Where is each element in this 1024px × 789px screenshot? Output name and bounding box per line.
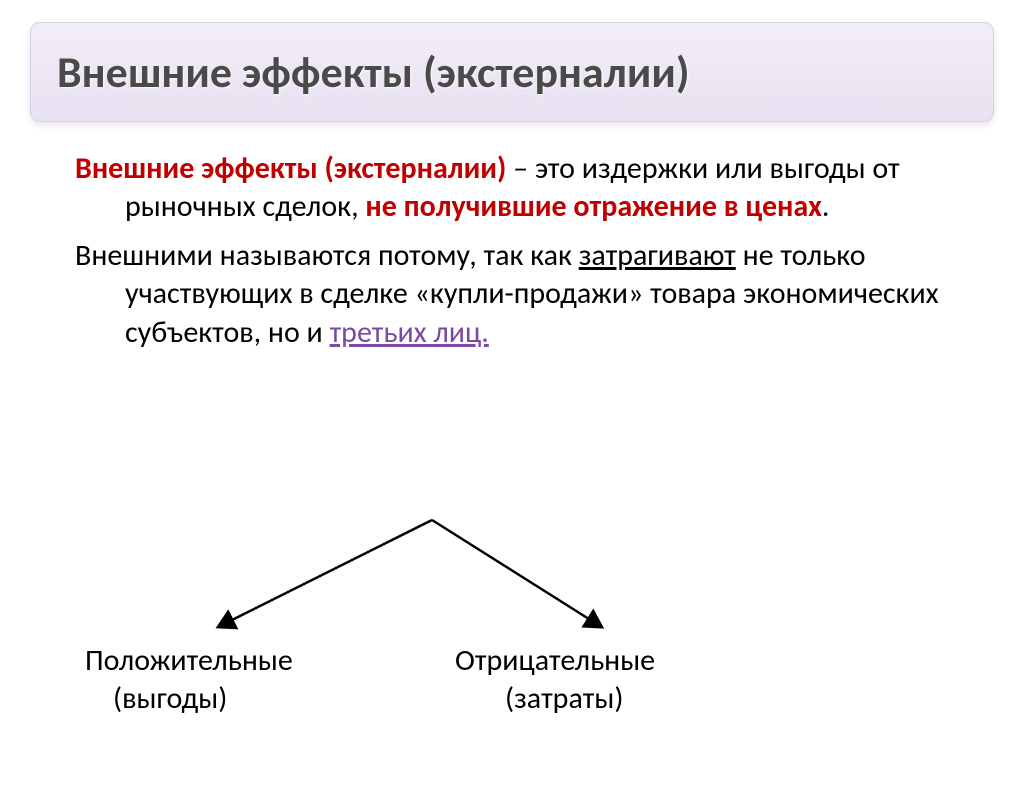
branch-arrows — [0, 512, 1024, 642]
branch-right-label: Отрицательные — [455, 642, 655, 680]
arrow-right — [432, 520, 600, 626]
def-text-2: . — [822, 188, 830, 225]
branch-left: Положительные (выгоды) — [85, 642, 293, 719]
branch-right-sub: (затраты) — [455, 680, 655, 718]
branch-right: Отрицательные (затраты) — [455, 642, 655, 719]
term-highlight: Внешние эффекты (экстерналии) — [75, 150, 506, 187]
underline-2: третьих лиц. — [330, 314, 489, 351]
title-container: Внешние эффекты (экстерналии) — [30, 22, 994, 122]
branch-left-label: Положительные — [85, 642, 293, 680]
content-area: Внешние эффекты (экстерналии) – это изде… — [75, 150, 949, 352]
slide-title: Внешние эффекты (экстерналии) — [57, 45, 967, 99]
paragraph-definition: Внешние эффекты (экстерналии) – это изде… — [75, 150, 949, 227]
branch-left-sub: (выгоды) — [85, 680, 293, 718]
paragraph-explanation: Внешними называются потому, так как затр… — [75, 237, 949, 352]
arrow-left — [220, 520, 432, 626]
underline-1: затрагивают — [579, 237, 736, 274]
explain-pre: Внешними называются потому, так как — [75, 237, 579, 274]
key-phrase-highlight: не получившие отражение в ценах — [365, 188, 822, 225]
